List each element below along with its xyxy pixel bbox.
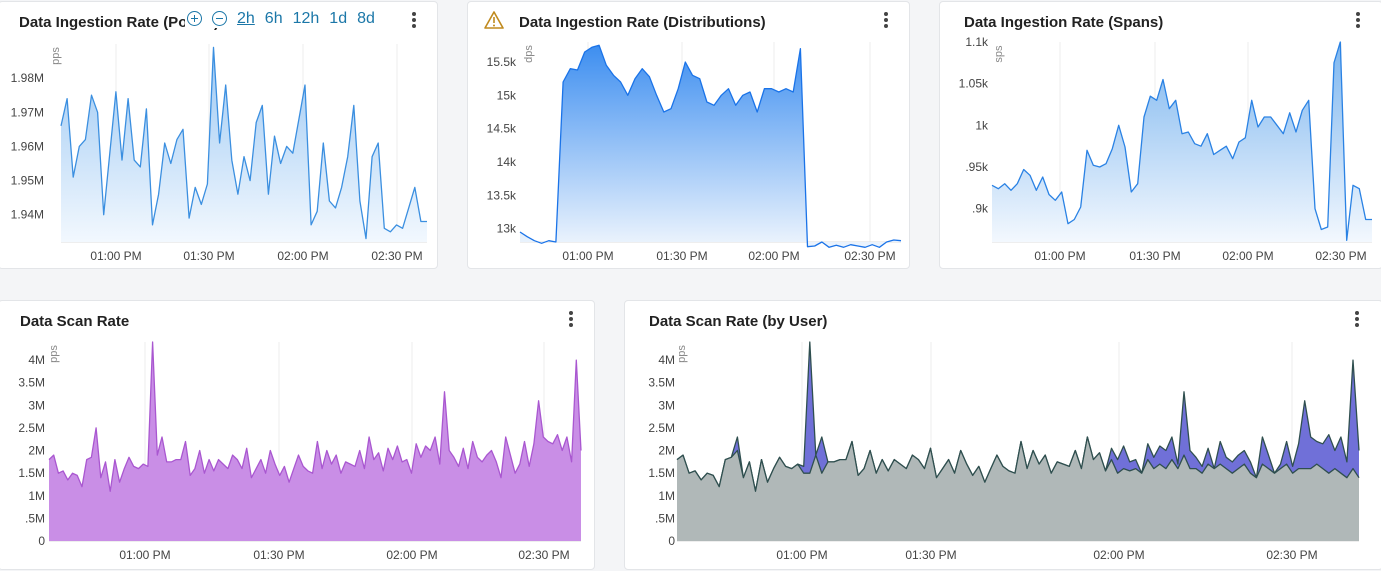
x-tick-label: 01:00 PM <box>562 249 613 263</box>
time-range-controls: 2h 6h 12h 1d 8d <box>185 10 385 28</box>
chart-card-spans: Data Ingestion Rate (Spans) 1.1k 1.05k 1k.… <box>939 1 1381 269</box>
series-area <box>61 47 427 243</box>
y-tick-label: 1.5M <box>648 466 675 480</box>
y-tick-label: 1.98M <box>11 71 44 85</box>
x-tick-label: 02:30 PM <box>1315 249 1366 263</box>
y-axis-label: pps <box>48 345 60 363</box>
chart-title: Data Ingestion Rate (Distributions) <box>519 14 766 31</box>
x-tick-label: 02:00 PM <box>386 548 437 562</box>
y-tick-label: 14.5k <box>487 122 517 136</box>
y-axis-label: pps <box>676 345 688 363</box>
chart-card-points: Data Ingestion Rate (Points) 2h 6h 12h 1d 8d… <box>0 1 438 269</box>
zoom-out-icon[interactable] <box>212 11 227 27</box>
x-tick-label: 02:00 PM <box>748 249 799 263</box>
chart-card-distributions: Data Ingestion Rate (Distributions) 15.5… <box>467 1 910 269</box>
y-tick-label: 15.5k <box>487 55 517 69</box>
x-tick-label: 01:30 PM <box>656 249 707 263</box>
x-tick-label: 01:30 PM <box>1129 249 1180 263</box>
series-line <box>676 436 1360 492</box>
x-tick-label: 02:30 PM <box>371 249 422 263</box>
more-options-icon[interactable] <box>564 309 578 331</box>
series-area <box>677 437 1359 541</box>
y-tick-label: 3M <box>658 398 675 412</box>
y-tick-label: 4M <box>28 353 45 367</box>
x-tick-label: 02:30 PM <box>518 548 569 562</box>
x-tick-label: 01:00 PM <box>119 548 170 562</box>
y-tick-label: .95k <box>965 160 989 174</box>
y-tick-label: 1.5M <box>18 466 45 480</box>
x-tick-label: 02:00 PM <box>1222 249 1273 263</box>
more-options-icon[interactable] <box>1350 309 1364 331</box>
y-axis-label: sps <box>993 45 1005 63</box>
series-line <box>991 41 1372 241</box>
y-tick-label: 13k <box>497 222 517 236</box>
series-area <box>992 42 1372 242</box>
y-tick-label: 0 <box>668 534 675 548</box>
range-12h[interactable]: 12h <box>292 10 320 27</box>
y-tick-label: 3.5M <box>648 376 675 390</box>
x-tick-label: 02:30 PM <box>1266 548 1317 562</box>
series-area <box>49 342 581 541</box>
y-tick-label: 1.97M <box>11 105 44 119</box>
chart-plot: 4M 3.5M 3M 2.5M 2M 1.5M 1M .5M 0 pps 01:00 PM 01:30… <box>18 341 582 562</box>
y-tick-label: 3M <box>28 398 45 412</box>
y-tick-label: 1.96M <box>11 139 44 153</box>
y-tick-label: 14k <box>497 155 517 169</box>
chart-title: Data Ingestion Rate (Spans) <box>964 14 1164 31</box>
y-axis-label: pps <box>50 47 62 65</box>
chart-plot: 4M 3.5M 3M 2.5M 2M 1.5M 1M .5M 0 pps 01:00 PM 01:30… <box>648 341 1360 562</box>
series-area <box>520 45 901 248</box>
y-tick-label: 2M <box>658 444 675 458</box>
x-tick-label: 01:30 PM <box>183 249 234 263</box>
y-tick-label: 15k <box>497 88 517 102</box>
y-tick-label: 13.5k <box>487 188 517 202</box>
x-tick-label: 02:00 PM <box>1093 548 1144 562</box>
x-tick-label: 01:00 PM <box>1034 249 1085 263</box>
y-tick-label: .5M <box>25 511 45 525</box>
y-tick-label: 0 <box>38 534 45 548</box>
series-line <box>519 44 902 248</box>
chart-title: Data Scan Rate (by User) <box>649 313 828 330</box>
y-tick-label: 1.1k <box>965 35 989 49</box>
y-tick-label: .9k <box>972 202 989 216</box>
range-6h[interactable]: 6h <box>264 10 283 27</box>
chart-title: Data Scan Rate <box>20 313 130 330</box>
chart-plot: 1.98M 1.97M 1.96M 1.95M 1.94M pps 01:00 PM 01:3… <box>11 44 427 263</box>
y-axis-label: dps <box>523 45 535 63</box>
range-2h[interactable]: 2h <box>237 10 255 27</box>
y-tick-label: 1M <box>28 489 45 503</box>
y-tick-label: 4M <box>658 353 675 367</box>
x-tick-label: 01:30 PM <box>905 548 956 562</box>
chart-plot: 15.5k 15k 14.5k 14k 13.5k 13k dps 01:00 PM 01:30… <box>487 42 902 263</box>
more-options-icon[interactable] <box>1351 10 1365 32</box>
y-tick-label: 2.5M <box>648 421 675 435</box>
y-tick-label: 1k <box>975 118 989 132</box>
chart-plot: 1.1k 1.05k 1k .95k .9k sps 01:00 PM 01:30 PM 02:… <box>959 35 1372 263</box>
series-line <box>60 46 427 240</box>
x-tick-label: 02:30 PM <box>844 249 895 263</box>
y-tick-label: 2M <box>28 444 45 458</box>
y-tick-label: 3.5M <box>18 376 45 390</box>
series-line <box>48 341 582 492</box>
y-tick-label: 2.5M <box>18 421 45 435</box>
range-1d[interactable]: 1d <box>329 10 348 27</box>
y-tick-label: 1M <box>658 489 675 503</box>
chart-card-scan-rate: Data Scan Rate 4M 3.5M 3M 2.5M 2M 1.5M 1M .5M 0 p… <box>0 300 595 570</box>
chart-title: Data Ingestion Rate (Points) <box>19 14 220 31</box>
y-tick-label: .5M <box>655 511 675 525</box>
x-tick-label: 01:00 PM <box>90 249 141 263</box>
range-8d[interactable]: 8d <box>357 10 375 27</box>
warning-icon <box>484 11 504 29</box>
y-tick-label: 1.94M <box>11 208 44 222</box>
more-options-icon[interactable] <box>879 10 893 32</box>
more-options-icon[interactable] <box>407 10 421 32</box>
y-tick-label: 1.95M <box>11 174 44 188</box>
x-tick-label: 01:00 PM <box>776 548 827 562</box>
zoom-in-icon[interactable] <box>187 11 202 27</box>
chart-card-scan-rate-by-user: Data Scan Rate (by User) 4M 3.5M 3M 2.5M 2M 1… <box>624 300 1381 570</box>
x-tick-label: 01:30 PM <box>253 548 304 562</box>
x-tick-label: 02:00 PM <box>277 249 328 263</box>
y-tick-label: 1.05k <box>959 77 989 91</box>
